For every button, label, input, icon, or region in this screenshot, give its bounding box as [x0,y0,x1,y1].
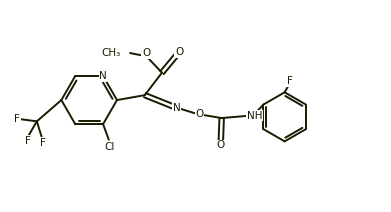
Text: F: F [14,114,20,124]
Text: O: O [217,141,225,151]
Text: F: F [287,76,292,86]
Text: NH: NH [247,111,262,121]
Text: N: N [173,103,181,113]
Text: N: N [99,71,107,81]
Text: CH₃: CH₃ [102,48,121,58]
Text: O: O [196,109,204,119]
Text: F: F [25,136,31,146]
Text: O: O [175,47,183,57]
Text: O: O [142,48,150,58]
Text: Cl: Cl [104,142,115,152]
Text: F: F [40,138,46,148]
